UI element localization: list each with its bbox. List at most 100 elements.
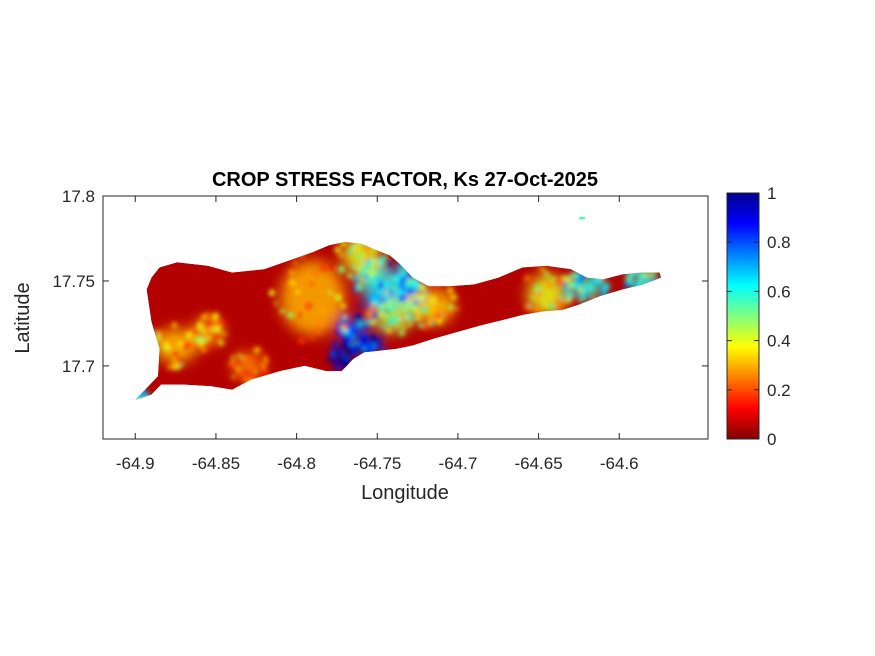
speckle bbox=[360, 340, 365, 345]
speckle bbox=[154, 330, 159, 335]
speckle bbox=[328, 356, 334, 362]
speckle bbox=[237, 353, 241, 357]
speckle bbox=[446, 286, 454, 294]
speckle bbox=[344, 329, 350, 335]
speckle bbox=[238, 355, 244, 361]
speckle bbox=[357, 337, 362, 342]
speckle bbox=[366, 254, 371, 258]
speckle bbox=[544, 272, 550, 278]
speckle bbox=[407, 287, 415, 294]
speckle bbox=[172, 351, 179, 358]
speckle bbox=[440, 309, 447, 315]
speckle bbox=[168, 339, 176, 347]
speckle bbox=[209, 327, 215, 332]
speckle bbox=[199, 345, 208, 353]
speckle bbox=[262, 354, 268, 360]
x-tick-label: -64.8 bbox=[277, 454, 316, 473]
speckle bbox=[306, 303, 312, 309]
speckle bbox=[351, 264, 356, 269]
speckle bbox=[362, 270, 368, 276]
speckle bbox=[564, 275, 572, 284]
speckle bbox=[350, 331, 355, 336]
speckle bbox=[397, 266, 401, 270]
y-tick-label: 17.8 bbox=[62, 187, 95, 206]
speckle bbox=[251, 373, 257, 380]
speckle bbox=[341, 361, 347, 366]
speckle bbox=[595, 279, 602, 286]
speckle bbox=[434, 312, 443, 321]
x-tick-label: -64.85 bbox=[192, 454, 240, 473]
colorbar-tick-label: 1 bbox=[767, 184, 776, 203]
speckle bbox=[365, 310, 373, 318]
speckle bbox=[429, 296, 435, 303]
speckle bbox=[625, 277, 631, 283]
speckle bbox=[175, 358, 181, 364]
speckle bbox=[434, 304, 442, 312]
speckle bbox=[345, 340, 351, 346]
colorbar-tick-label: 0 bbox=[767, 430, 776, 449]
speckle bbox=[454, 306, 459, 311]
speckle bbox=[563, 282, 568, 287]
speckle bbox=[231, 355, 236, 360]
speckle bbox=[365, 277, 371, 283]
speckle bbox=[566, 292, 573, 299]
x-tick-label: -64.6 bbox=[600, 454, 639, 473]
speckle bbox=[416, 314, 423, 321]
speckle bbox=[373, 292, 381, 300]
speckle bbox=[402, 305, 409, 312]
x-tick-label: -64.9 bbox=[116, 454, 155, 473]
speckle bbox=[383, 293, 390, 301]
speckle bbox=[408, 322, 413, 327]
island-map bbox=[135, 241, 662, 400]
speckle bbox=[432, 285, 439, 292]
x-tick-label: -64.75 bbox=[353, 454, 401, 473]
speckle bbox=[202, 329, 208, 335]
speckle bbox=[353, 244, 360, 252]
speckle bbox=[377, 288, 383, 294]
speckle bbox=[550, 276, 555, 282]
speckle bbox=[556, 305, 563, 312]
speckle bbox=[328, 290, 333, 296]
speckle bbox=[197, 321, 203, 327]
speckle bbox=[200, 314, 207, 321]
speckle bbox=[559, 295, 565, 300]
speckle bbox=[530, 306, 536, 311]
speckle bbox=[388, 317, 396, 325]
speckle bbox=[332, 342, 338, 348]
speckle bbox=[535, 305, 542, 312]
x-tick-label: -64.7 bbox=[439, 454, 478, 473]
y-tick-label: 17.7 bbox=[62, 357, 95, 376]
speckle bbox=[385, 326, 391, 332]
colorbar: 0 0.2 0.4 0.6 0.8 1 bbox=[726, 184, 791, 449]
speckle bbox=[297, 312, 302, 317]
speckle bbox=[645, 273, 650, 278]
speckle bbox=[578, 284, 583, 289]
speckle bbox=[246, 362, 251, 367]
speckle bbox=[638, 279, 642, 283]
speckle bbox=[336, 365, 341, 371]
speckle bbox=[369, 304, 377, 311]
speckle bbox=[411, 294, 418, 300]
speckle bbox=[318, 318, 326, 326]
speckle bbox=[383, 254, 388, 260]
speckle bbox=[427, 320, 431, 325]
speckle bbox=[334, 359, 339, 365]
speckle bbox=[167, 363, 174, 370]
speckle bbox=[398, 270, 404, 275]
speckle bbox=[163, 341, 168, 347]
speckle bbox=[398, 330, 405, 337]
speckle bbox=[298, 337, 306, 345]
hotspot bbox=[280, 260, 345, 336]
speckle bbox=[261, 368, 269, 376]
speckle bbox=[228, 360, 235, 367]
speckle bbox=[215, 320, 220, 325]
speckle bbox=[372, 280, 379, 287]
y-tick-label: 17.75 bbox=[52, 272, 95, 291]
speckle bbox=[572, 291, 577, 296]
speckle bbox=[251, 351, 257, 356]
speckle bbox=[209, 342, 215, 347]
speckle bbox=[280, 308, 285, 314]
speckle bbox=[320, 264, 327, 272]
plot-area: -64.9 -64.85 -64.8 -64.75 -64.7 -64.65 -64.6 1… bbox=[52, 187, 709, 473]
